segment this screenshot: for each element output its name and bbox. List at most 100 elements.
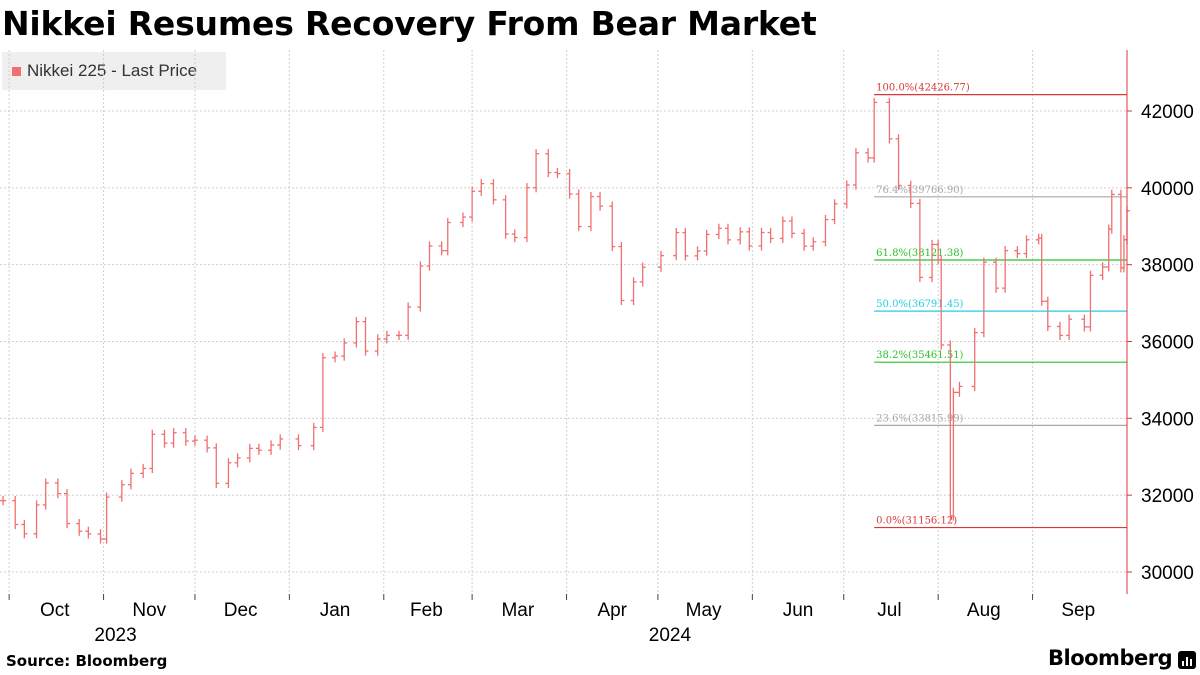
price-bar bbox=[459, 212, 466, 228]
price-bar bbox=[118, 480, 125, 502]
price-bar bbox=[938, 255, 945, 350]
fib-level-label: 0.0%(31156.12) bbox=[876, 516, 957, 527]
price-bar bbox=[21, 519, 28, 539]
price-bar bbox=[234, 453, 241, 468]
price-bar bbox=[1056, 321, 1063, 341]
price-bar bbox=[161, 429, 168, 448]
price-bar bbox=[865, 148, 872, 163]
price-bar bbox=[618, 241, 625, 306]
price-bar bbox=[779, 216, 786, 244]
price-bar bbox=[478, 179, 485, 196]
fibonacci-levels: 100.0%(42426.77)76.4%(39766.90)61.8%(381… bbox=[874, 83, 1127, 529]
price-bar bbox=[737, 227, 744, 245]
bloomberg-logo: Bloomberg bbox=[1048, 646, 1173, 670]
price-bar bbox=[0, 496, 7, 506]
price-bar bbox=[916, 198, 923, 283]
price-bar bbox=[353, 317, 360, 348]
x-year-label: 2024 bbox=[649, 625, 692, 646]
price-bar bbox=[810, 237, 817, 251]
price-bar bbox=[469, 186, 476, 222]
price-bar bbox=[85, 526, 92, 539]
price-bar bbox=[746, 227, 753, 251]
price-bar bbox=[1087, 270, 1094, 332]
price-bar bbox=[724, 223, 731, 245]
price-bar bbox=[76, 518, 83, 536]
x-month-label: Aug bbox=[967, 600, 1001, 621]
price-bar bbox=[971, 327, 978, 392]
price-bar bbox=[140, 463, 147, 478]
price-bar bbox=[170, 428, 177, 448]
y-axis: 30000 32000 34000 36000 38000 40000 42000 bbox=[1126, 50, 1194, 594]
price-bar bbox=[1002, 246, 1009, 293]
x-month-label: May bbox=[686, 600, 722, 621]
price-bar bbox=[103, 492, 110, 544]
price-bar bbox=[609, 201, 616, 252]
price-bar bbox=[490, 179, 497, 205]
price-bar bbox=[639, 262, 646, 287]
price-bar bbox=[383, 330, 390, 344]
chart-title: Nikkei Resumes Recovery From Bear Market bbox=[2, 4, 817, 43]
price-bar bbox=[191, 435, 198, 446]
price-bar bbox=[956, 381, 963, 398]
y-tick-label: 40000 bbox=[1141, 179, 1194, 200]
price-bar bbox=[54, 478, 61, 499]
x-axis: Oct Nov Dec Jan Feb Mar Apr May Jun Jul Aug Sep 2023… bbox=[8, 594, 1095, 646]
price-bar bbox=[657, 250, 664, 272]
price-bar bbox=[630, 277, 637, 306]
price-bar bbox=[204, 435, 211, 453]
price-bar bbox=[822, 214, 829, 247]
price-bar bbox=[319, 353, 326, 433]
x-month-label: Jun bbox=[783, 600, 814, 621]
x-month-label: Mar bbox=[501, 600, 534, 621]
price-bar bbox=[993, 257, 1000, 293]
price-bar bbox=[127, 468, 134, 490]
price-bar bbox=[715, 223, 722, 240]
price-bar bbox=[1081, 314, 1088, 332]
fib-level-label: 100.0%(42426.77) bbox=[876, 83, 970, 94]
price-bar bbox=[12, 496, 19, 530]
legend-swatch bbox=[12, 66, 21, 76]
price-bar bbox=[801, 228, 808, 251]
price-bar bbox=[545, 149, 552, 178]
price-bar bbox=[502, 195, 509, 239]
price-bar bbox=[1099, 262, 1106, 280]
price-bar bbox=[533, 149, 540, 193]
price-bar bbox=[587, 191, 594, 232]
x-month-label: Jul bbox=[877, 600, 901, 621]
grid-lines bbox=[0, 50, 1127, 594]
price-bar bbox=[42, 478, 49, 510]
price-bar bbox=[1120, 235, 1127, 273]
price-bar bbox=[767, 227, 774, 244]
price-bar bbox=[758, 227, 765, 251]
price-bar bbox=[1038, 233, 1045, 306]
price-bar bbox=[523, 183, 530, 243]
price-bar bbox=[213, 443, 220, 488]
price-bar bbox=[852, 148, 859, 190]
legend: Nikkei 225 - Last Price bbox=[2, 52, 226, 90]
x-month-label: Feb bbox=[410, 600, 443, 621]
fib-level-label: 38.2%(35461.51) bbox=[876, 350, 963, 361]
price-bars bbox=[0, 97, 1130, 544]
legend-label: Nikkei 225 - Last Price bbox=[27, 61, 198, 80]
price-bar bbox=[64, 489, 71, 529]
y-tick-label: 34000 bbox=[1141, 409, 1194, 430]
price-bar bbox=[831, 199, 838, 225]
price-bar bbox=[788, 216, 795, 239]
price-bar bbox=[554, 167, 561, 179]
price-bar bbox=[1044, 296, 1051, 332]
fib-level-label: 76.4%(39766.90) bbox=[876, 185, 963, 196]
price-bar bbox=[575, 189, 582, 232]
price-bar bbox=[597, 191, 604, 211]
price-bar bbox=[682, 227, 689, 261]
price-bar bbox=[843, 180, 850, 209]
x-month-label: Oct bbox=[40, 600, 70, 621]
price-bar bbox=[1108, 189, 1115, 234]
x-month-label: Apr bbox=[597, 600, 627, 621]
price-bar bbox=[511, 229, 518, 243]
y-tick-label: 38000 bbox=[1141, 256, 1194, 277]
source-note: Source: Bloomberg bbox=[6, 652, 168, 670]
price-bar bbox=[295, 434, 302, 451]
price-bar bbox=[33, 500, 40, 539]
price-bar bbox=[1023, 235, 1030, 259]
